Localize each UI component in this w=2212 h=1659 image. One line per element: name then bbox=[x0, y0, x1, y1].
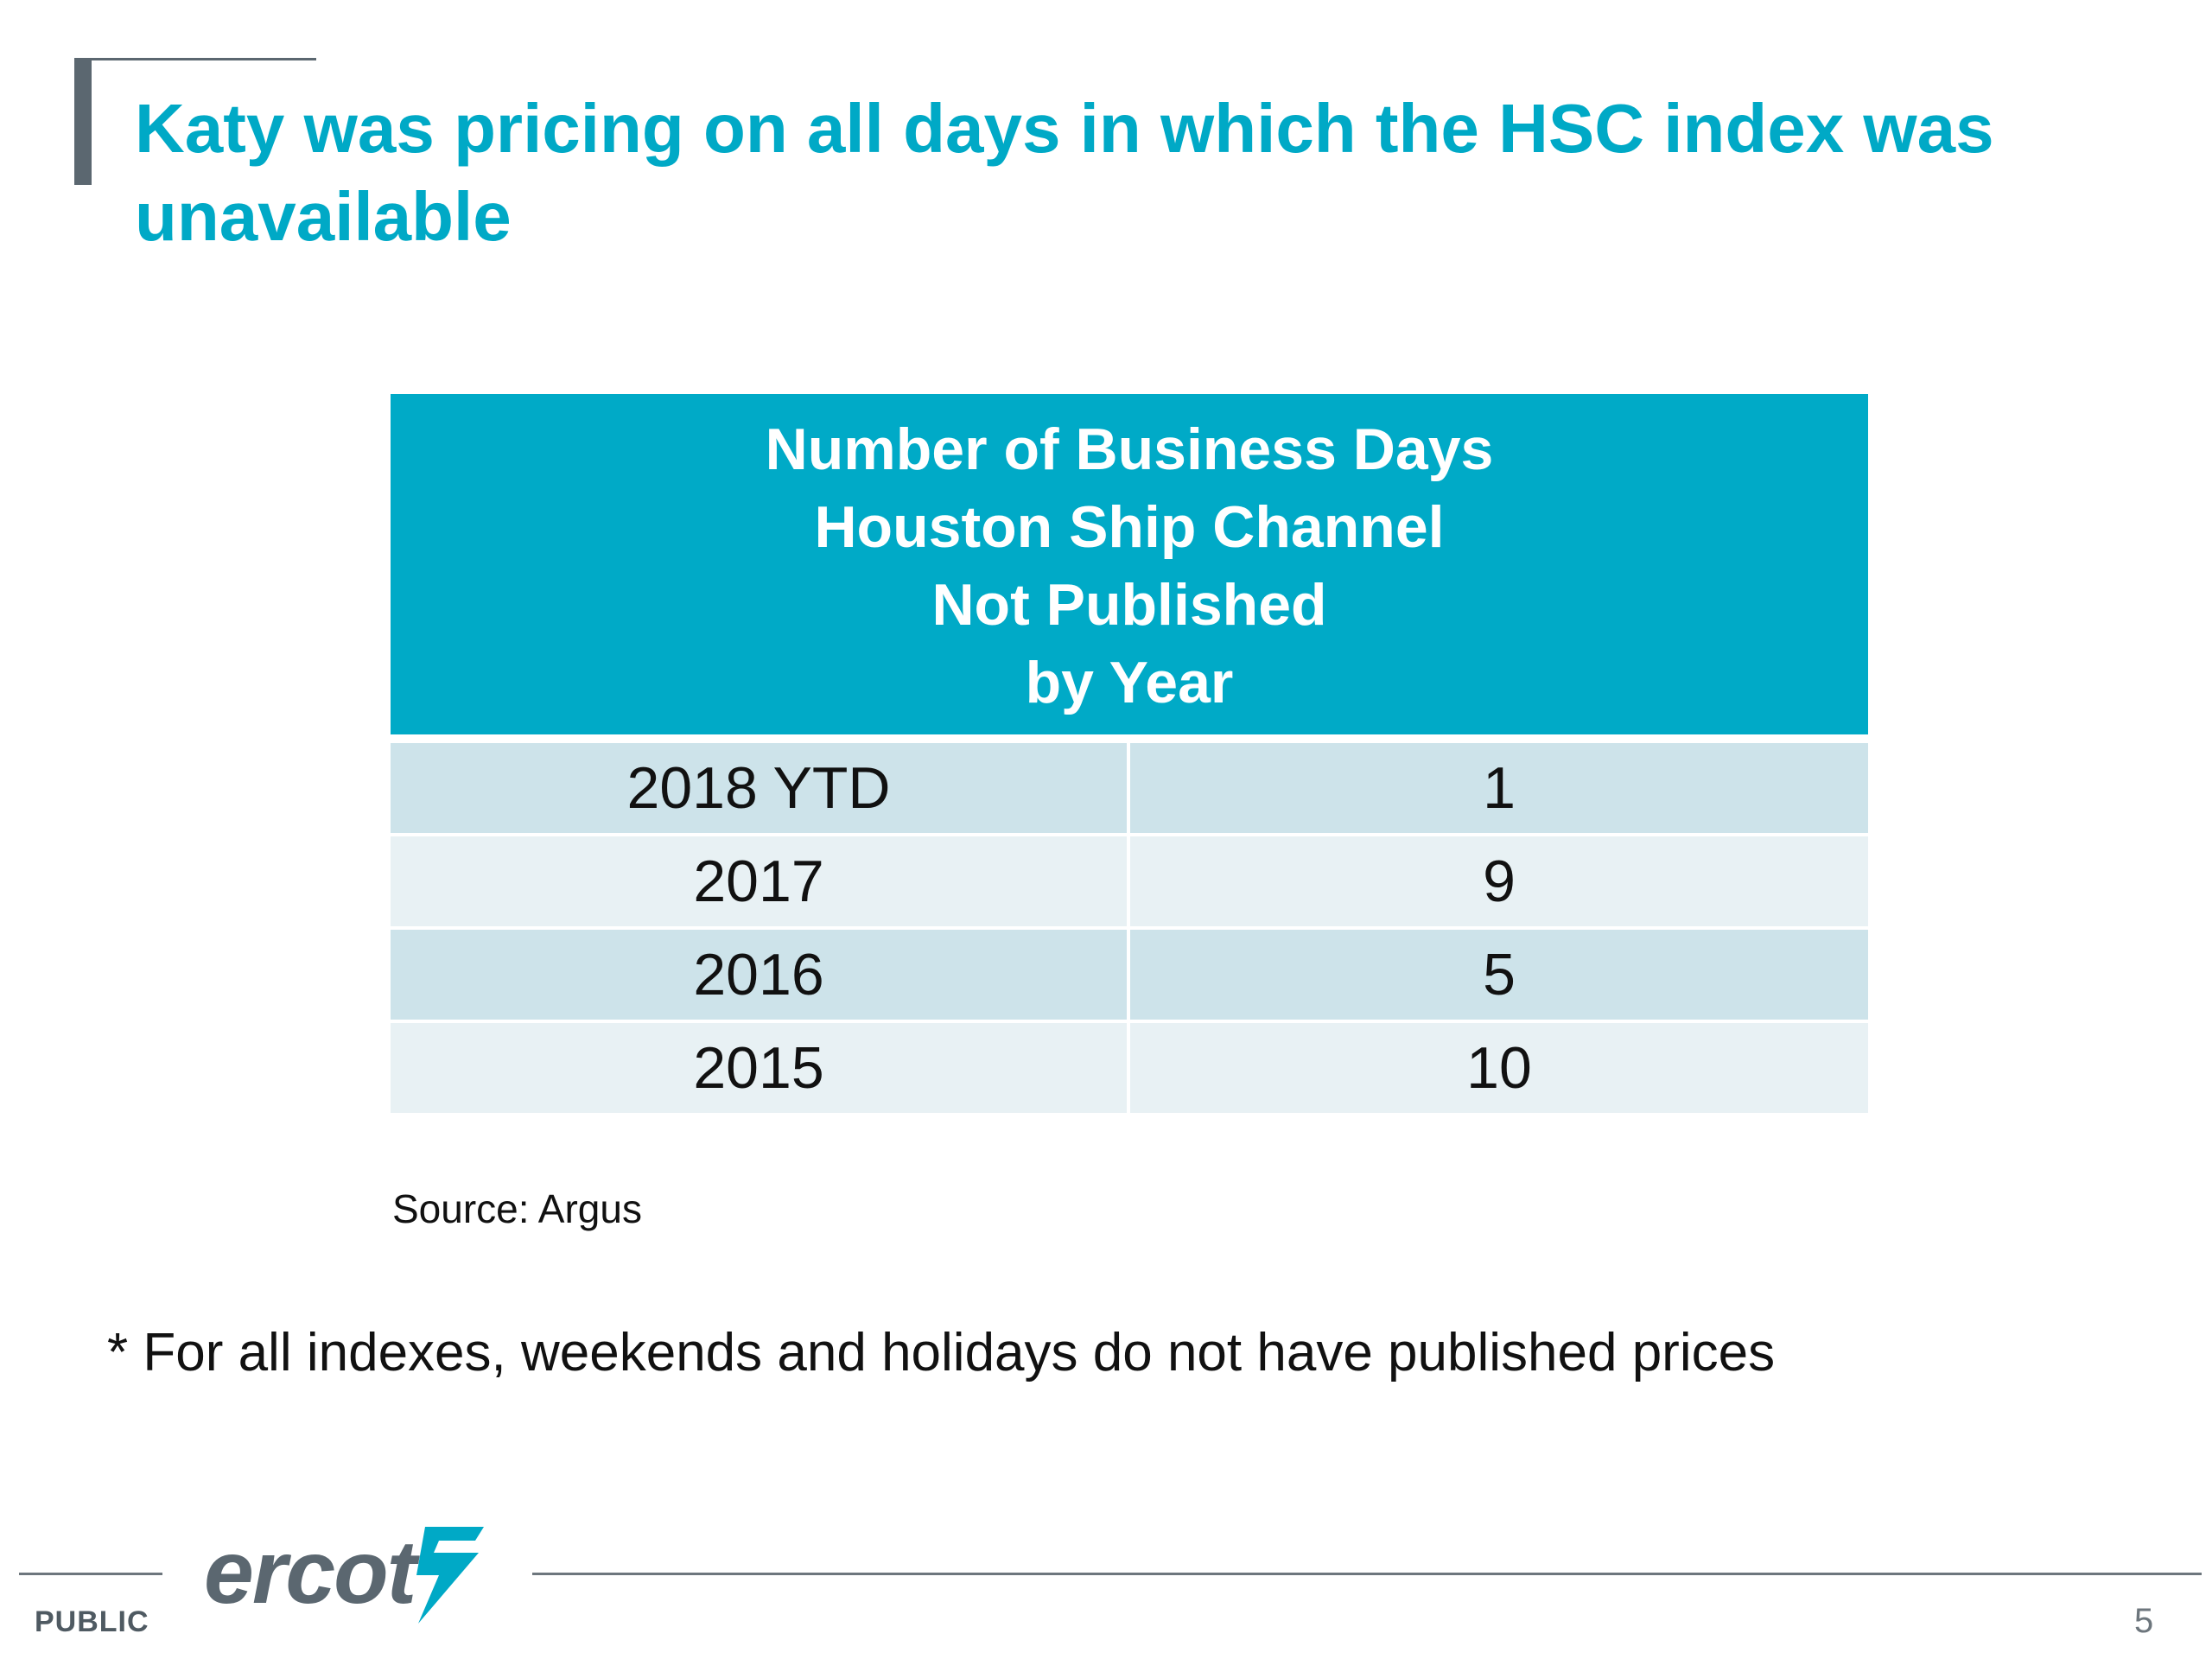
table-row: 2016 5 bbox=[391, 928, 1868, 1023]
days-cell: 9 bbox=[1128, 835, 1868, 930]
footer-divider-right bbox=[532, 1573, 2202, 1575]
table-header-line: by Year bbox=[1025, 650, 1234, 715]
year-cell: 2016 bbox=[391, 928, 1130, 1023]
days-cell: 5 bbox=[1128, 928, 1868, 1023]
logo-wordmark: ercot bbox=[204, 1522, 416, 1623]
title-accent-line bbox=[74, 58, 316, 60]
page-number: 5 bbox=[2134, 1602, 2154, 1640]
footnote: * For all indexes, weekends and holidays… bbox=[107, 1323, 1776, 1382]
table-header: Number of Business Days Houston Ship Cha… bbox=[391, 394, 1868, 743]
table-row: 2017 9 bbox=[391, 835, 1868, 930]
ercot-bolt-mark-icon bbox=[416, 1527, 484, 1624]
source-note: Source: Argus bbox=[392, 1186, 642, 1231]
footer-divider-left bbox=[19, 1573, 162, 1575]
ercot-logo: ercot bbox=[204, 1516, 515, 1629]
days-cell: 10 bbox=[1128, 1021, 1868, 1113]
hsc-unpublished-days-table: Number of Business Days Houston Ship Cha… bbox=[391, 394, 1868, 1113]
table-header-line: Houston Ship Channel bbox=[814, 494, 1445, 560]
table-row: 2018 YTD 1 bbox=[391, 739, 1868, 836]
table-header-line: Number of Business Days bbox=[765, 416, 1494, 482]
table-header-line: Not Published bbox=[931, 572, 1327, 638]
table-row: 2015 10 bbox=[391, 1021, 1868, 1113]
classification-label: PUBLIC bbox=[35, 1605, 149, 1638]
year-cell: 2015 bbox=[391, 1021, 1130, 1113]
slide-title: Katy was pricing on all days in which th… bbox=[135, 90, 1994, 255]
table-header-row: Number of Business Days Houston Ship Cha… bbox=[391, 394, 1868, 743]
year-cell: 2018 YTD bbox=[391, 739, 1130, 836]
days-cell: 1 bbox=[1128, 739, 1868, 836]
year-cell: 2017 bbox=[391, 835, 1130, 930]
title-accent-bar bbox=[74, 59, 92, 185]
